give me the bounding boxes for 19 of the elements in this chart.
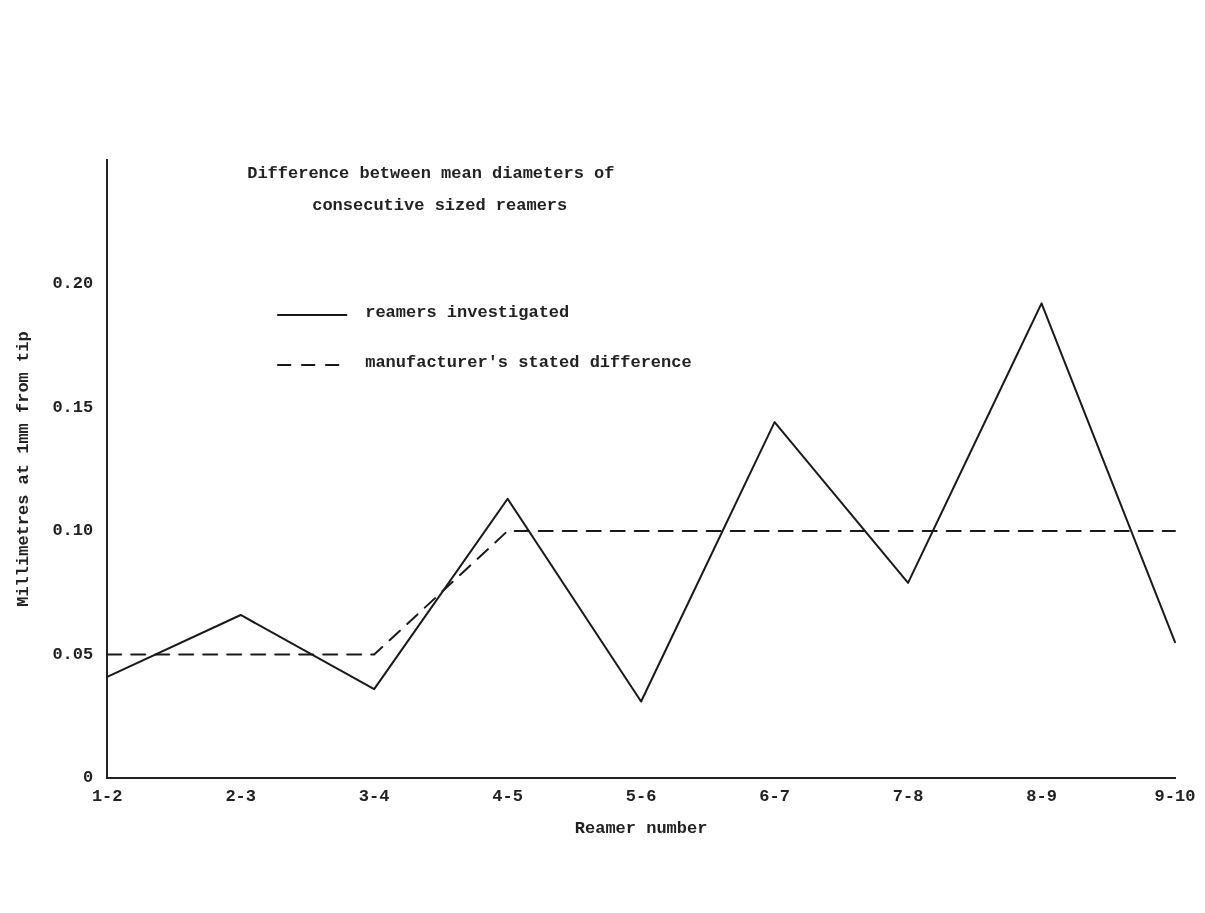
x-tick-label: 7-8 xyxy=(892,786,924,806)
legend-label: manufacturer's stated difference xyxy=(365,353,692,373)
y-tick-label: 0.10 xyxy=(52,521,94,541)
x-tick-label: 2-3 xyxy=(225,786,256,806)
x-tick-label: 6-7 xyxy=(759,786,790,806)
y-tick-label: 0 xyxy=(83,768,94,788)
y-axis-title: Millimetres at 1mm from tip xyxy=(14,331,34,607)
x-tick-label: 9-10 xyxy=(1154,786,1196,806)
x-tick-label: 8-9 xyxy=(1026,786,1057,806)
x-tick-label: 1-2 xyxy=(91,786,123,806)
x-axis-title: Reamer number xyxy=(574,819,708,839)
x-tick-label: 4-5 xyxy=(492,786,523,806)
text: Difference between mean diameters of consecutive sized reamers xyxy=(247,164,615,216)
y-tick-label: 0.20 xyxy=(52,273,94,293)
x-tick-label: 3-4 xyxy=(358,786,390,806)
y-tick-label: 0.15 xyxy=(52,397,94,417)
x-tick-label: 5-6 xyxy=(625,786,657,806)
legend-label: reamers investigated xyxy=(365,303,570,323)
y-tick-label: 0.05 xyxy=(52,644,94,664)
